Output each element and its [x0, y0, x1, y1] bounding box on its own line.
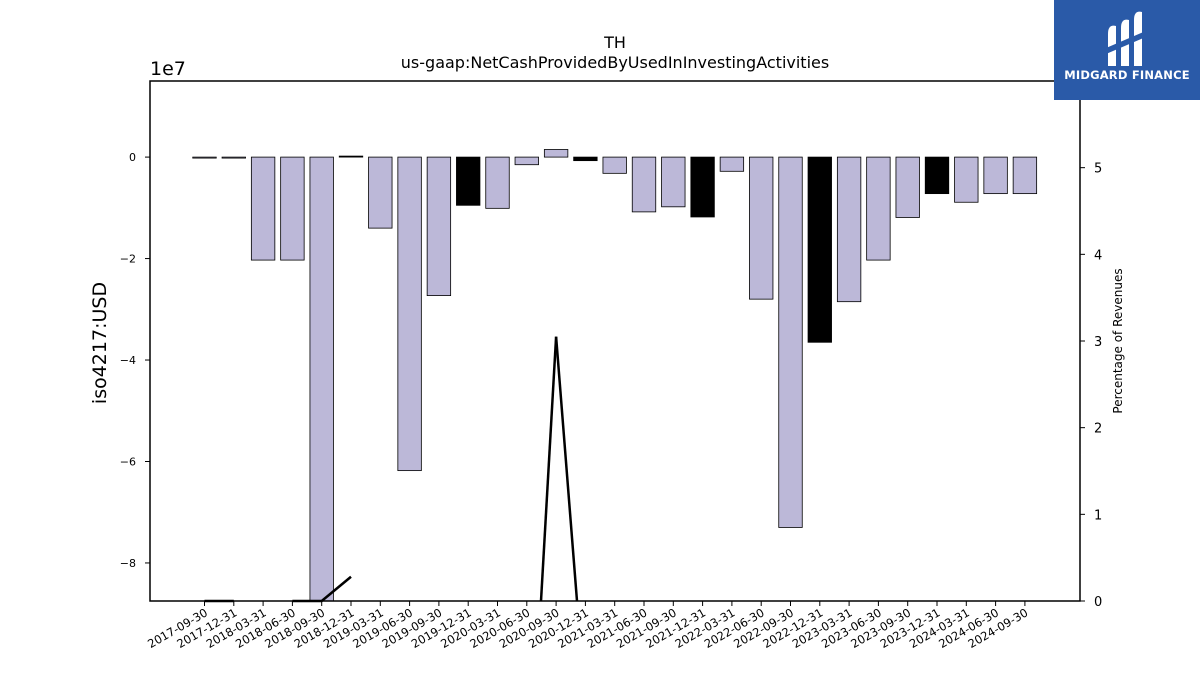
series-line — [554, 336, 579, 602]
y2-tick-label: 1 — [1094, 508, 1102, 523]
y2-tick-label: 5 — [1094, 162, 1102, 177]
bar — [807, 156, 832, 343]
bar — [397, 156, 422, 472]
y-offset-label: 1e7 — [150, 58, 186, 80]
y-axis-label: iso4217:USD — [89, 282, 111, 404]
y2-axis-label: Percentage of Revenues — [1111, 268, 1125, 413]
bar — [719, 156, 745, 172]
y-ticks: 0 −2 −4 −6 −8 — [120, 151, 150, 570]
bar — [661, 156, 686, 208]
bar — [573, 156, 598, 162]
bar — [749, 156, 774, 300]
y-tick-label: −2 — [120, 253, 136, 266]
bar — [192, 156, 217, 159]
y2-tick-label: 0 — [1094, 595, 1102, 610]
series-line — [539, 336, 558, 602]
bar — [514, 156, 539, 166]
bar — [309, 156, 334, 602]
y2-tick-label: 3 — [1094, 335, 1102, 350]
y2-ticks: 0123456 — [1080, 75, 1102, 610]
bar — [1012, 156, 1038, 195]
bar — [690, 156, 715, 218]
bar — [485, 156, 510, 209]
logo-text: MIDGARD FINANCE — [1064, 68, 1190, 82]
plot-frame — [149, 80, 1081, 602]
bar — [866, 156, 891, 261]
bar — [543, 149, 569, 158]
bar — [895, 156, 920, 218]
bar — [426, 156, 452, 296]
bar — [983, 156, 1008, 195]
bar — [456, 156, 481, 206]
bar — [836, 156, 862, 303]
bar — [954, 156, 979, 203]
bar — [778, 156, 803, 528]
brand-logo: MIDGARD FINANCE — [1054, 0, 1200, 100]
bar — [280, 156, 305, 261]
bar — [338, 155, 364, 158]
chart-title: TH — [603, 33, 626, 52]
bar — [631, 156, 657, 213]
y-tick-label: 0 — [129, 151, 136, 164]
line-group — [204, 336, 579, 603]
bar — [602, 156, 627, 174]
bar — [368, 156, 393, 229]
bar — [924, 156, 950, 195]
bar — [221, 156, 246, 159]
y-tick-label: −8 — [120, 557, 136, 570]
logo-mark-icon — [1106, 11, 1148, 66]
bars-group — [192, 149, 1038, 602]
x-ticks: 2017-09-302017-12-312018-03-312018-06-30… — [145, 601, 1030, 651]
y-tick-label: −4 — [120, 354, 136, 367]
y2-tick-label: 2 — [1094, 422, 1102, 437]
bar — [250, 156, 276, 261]
y2-tick-label: 4 — [1094, 248, 1102, 263]
y-tick-label: −6 — [120, 455, 136, 468]
chart-subtitle: us-gaap:NetCashProvidedByUsedInInvesting… — [401, 53, 829, 72]
